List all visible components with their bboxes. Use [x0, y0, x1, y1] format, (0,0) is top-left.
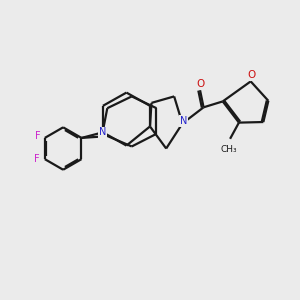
Text: N: N: [99, 129, 106, 139]
Text: N: N: [180, 116, 188, 126]
Text: O: O: [247, 70, 255, 80]
Text: F: F: [34, 131, 40, 142]
Text: CH₃: CH₃: [220, 145, 237, 154]
Text: N: N: [99, 127, 106, 137]
Text: O: O: [196, 79, 204, 89]
Text: F: F: [34, 154, 39, 164]
